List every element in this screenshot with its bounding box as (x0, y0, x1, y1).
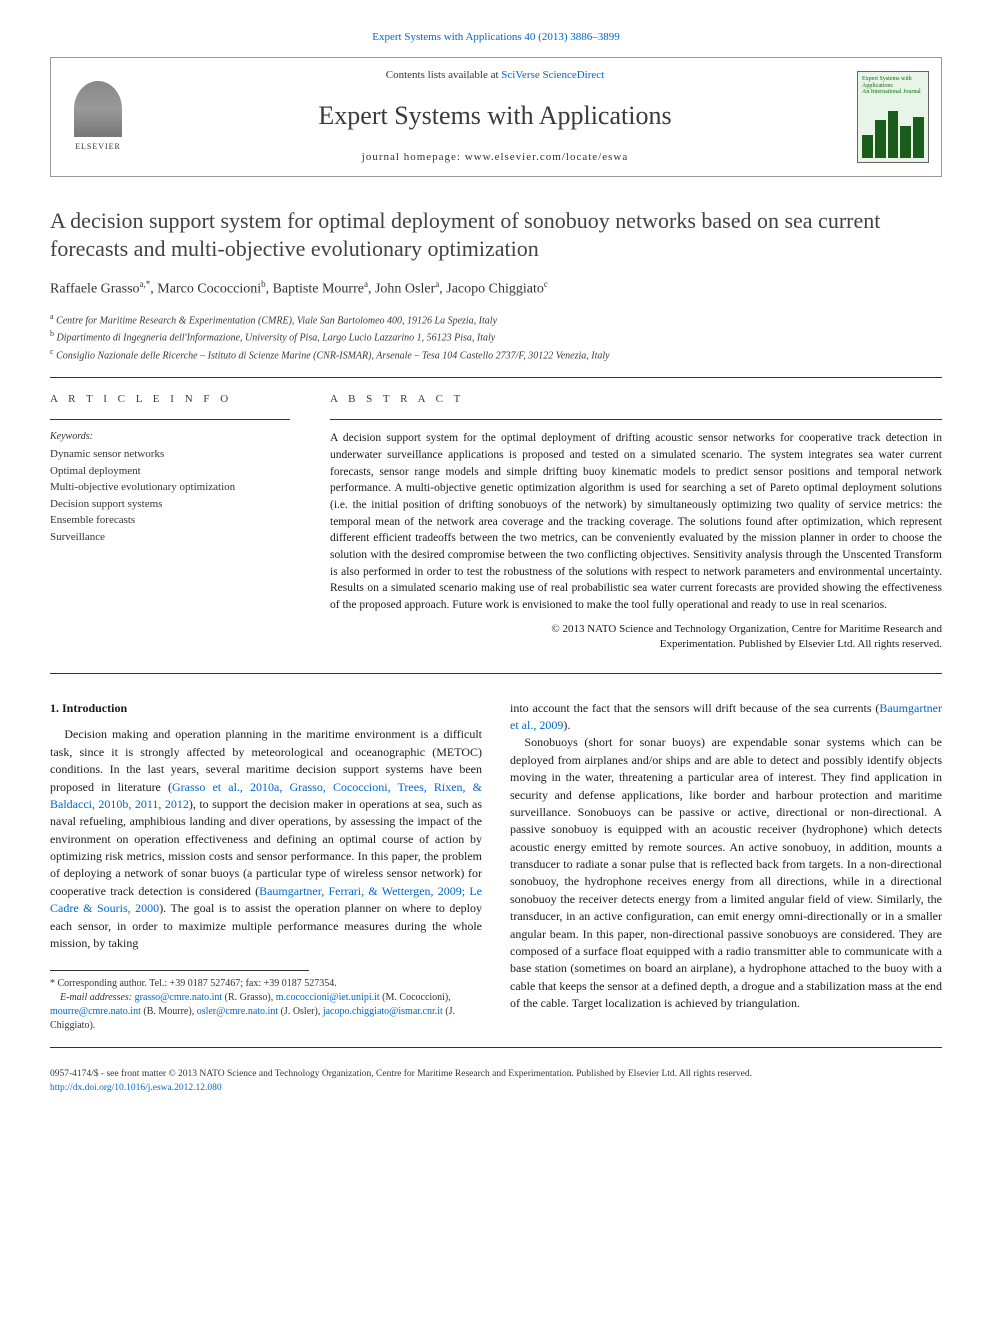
abstract: A B S T R A C T A decision support syste… (330, 392, 942, 653)
header-center: Contents lists available at SciVerse Sci… (133, 68, 857, 165)
abstract-copyright: © 2013 NATO Science and Technology Organ… (330, 622, 942, 653)
emails-label: E-mail addresses: (60, 992, 135, 1003)
body-col-right: into account the fact that the sensors w… (510, 700, 942, 1034)
cover-bar (862, 135, 873, 158)
divider (50, 419, 290, 420)
author: Jacopo Chiggiato (446, 281, 544, 296)
email-who: (R. Grasso) (225, 992, 271, 1003)
affiliation: c Consiglio Nazionale delle Ricerche – I… (50, 346, 942, 363)
elsevier-label: ELSEVIER (75, 141, 121, 152)
intro-paragraph-2: Sonobuoys (short for sonar buoys) are ex… (510, 734, 942, 1012)
cover-subtitle: An International Journal (862, 89, 924, 96)
journal-cover-thumb: Expert Systems with Applications An Inte… (857, 71, 929, 163)
abstract-text: A decision support system for the optima… (330, 430, 942, 613)
keyword: Multi-objective evolutionary optimizatio… (50, 479, 290, 496)
copyright-line2: Experimentation. Published by Elsevier L… (660, 638, 942, 650)
footer-copyright: 0957-4174/$ - see front matter © 2013 NA… (50, 1068, 942, 1081)
divider (50, 377, 942, 378)
author: John Osler (375, 281, 435, 296)
aff-text: Consiglio Nazionale delle Ricerche – Ist… (56, 350, 610, 361)
journal-header: ELSEVIER Contents lists available at Sci… (50, 57, 942, 176)
aff-text: Dipartimento di Ingegneria dell'Informaz… (57, 333, 496, 344)
corresponding-footnote: * Corresponding author. Tel.: +39 0187 5… (50, 977, 482, 991)
cover-title: Expert Systems with Applications (862, 76, 924, 89)
authors: Raffaele Grassoa,*, Marco Cococcionib, B… (50, 278, 942, 299)
affiliation: b Dipartimento di Ingegneria dell'Inform… (50, 328, 942, 345)
keyword: Dynamic sensor networks (50, 446, 290, 463)
author-sup: a (364, 279, 368, 289)
email-who: (B. Mourre) (143, 1006, 191, 1017)
contents-line: Contents lists available at SciVerse Sci… (133, 68, 857, 83)
email-link[interactable]: osler@cmre.nato.int (197, 1006, 278, 1017)
keyword: Optimal deployment (50, 463, 290, 480)
author: Baptiste Mourre (273, 281, 364, 296)
section-heading: 1. Introduction (50, 700, 482, 717)
email-link[interactable]: jacopo.chiggiato@ismar.cnr.it (323, 1006, 443, 1017)
email-link[interactable]: m.cococcioni@iet.unipi.it (276, 992, 380, 1003)
divider (330, 419, 942, 420)
homepage-prefix: journal homepage: (362, 151, 465, 163)
author-sup: a (435, 279, 439, 289)
aff-sup: c (50, 347, 54, 356)
author-sup: a,* (140, 279, 151, 289)
doi-link[interactable]: http://dx.doi.org/10.1016/j.eswa.2012.12… (50, 1083, 222, 1093)
elsevier-logo: ELSEVIER (63, 77, 133, 157)
divider (50, 1047, 942, 1048)
intro-paragraph: Decision making and operation planning i… (50, 726, 482, 952)
abstract-heading: A B S T R A C T (330, 392, 942, 407)
author: Marco Cococcioni (157, 281, 261, 296)
elsevier-tree-icon (74, 81, 122, 137)
article-info-heading: A R T I C L E I N F O (50, 392, 290, 407)
email-link[interactable]: grasso@cmre.nato.int (135, 992, 223, 1003)
homepage-line: journal homepage: www.elsevier.com/locat… (133, 150, 857, 165)
cover-chart-icon (862, 100, 924, 158)
journal-name: Expert Systems with Applications (133, 98, 857, 134)
keyword: Ensemble forecasts (50, 512, 290, 529)
cover-bar (913, 117, 924, 158)
cover-bar (875, 120, 886, 158)
email-who: (M. Cococcioni) (382, 992, 448, 1003)
author-sup: c (544, 279, 548, 289)
body-col-left: 1. Introduction Decision making and oper… (50, 700, 482, 1034)
top-citation[interactable]: Expert Systems with Applications 40 (201… (50, 30, 942, 45)
aff-text: Centre for Maritime Research & Experimen… (56, 315, 497, 326)
contents-prefix: Contents lists available at (386, 69, 501, 81)
footer: 0957-4174/$ - see front matter © 2013 NA… (50, 1068, 942, 1095)
keyword: Surveillance (50, 529, 290, 546)
info-abstract-row: A R T I C L E I N F O Keywords: Dynamic … (50, 392, 942, 653)
article-info: A R T I C L E I N F O Keywords: Dynamic … (50, 392, 290, 653)
aff-sup: a (50, 312, 54, 321)
article-title: A decision support system for optimal de… (50, 207, 942, 264)
author-sup: b (261, 279, 266, 289)
email-link[interactable]: mourre@cmre.nato.int (50, 1006, 141, 1017)
emails-footnote: E-mail addresses: grasso@cmre.nato.int (… (50, 991, 482, 1033)
divider (50, 673, 942, 674)
cover-bar (900, 126, 911, 158)
email-who: (J. Osler) (281, 1006, 318, 1017)
body-columns: 1. Introduction Decision making and oper… (50, 700, 942, 1034)
author: Raffaele Grasso (50, 281, 140, 296)
affiliation: a Centre for Maritime Research & Experim… (50, 311, 942, 328)
text-run: ). (563, 718, 570, 732)
cover-bar (888, 111, 899, 158)
text-run: ), to support the decision maker in oper… (50, 797, 482, 898)
affiliations: a Centre for Maritime Research & Experim… (50, 311, 942, 363)
keyword: Decision support systems (50, 496, 290, 513)
copyright-line1: © 2013 NATO Science and Technology Organ… (551, 623, 942, 635)
text-run: into account the fact that the sensors w… (510, 701, 879, 715)
intro-paragraph-cont: into account the fact that the sensors w… (510, 700, 942, 735)
aff-sup: b (50, 329, 54, 338)
keywords-label: Keywords: (50, 430, 290, 444)
footnote-divider (50, 970, 309, 971)
homepage-url[interactable]: www.elsevier.com/locate/eswa (465, 151, 629, 163)
sciencedirect-link[interactable]: SciVerse ScienceDirect (501, 69, 604, 81)
